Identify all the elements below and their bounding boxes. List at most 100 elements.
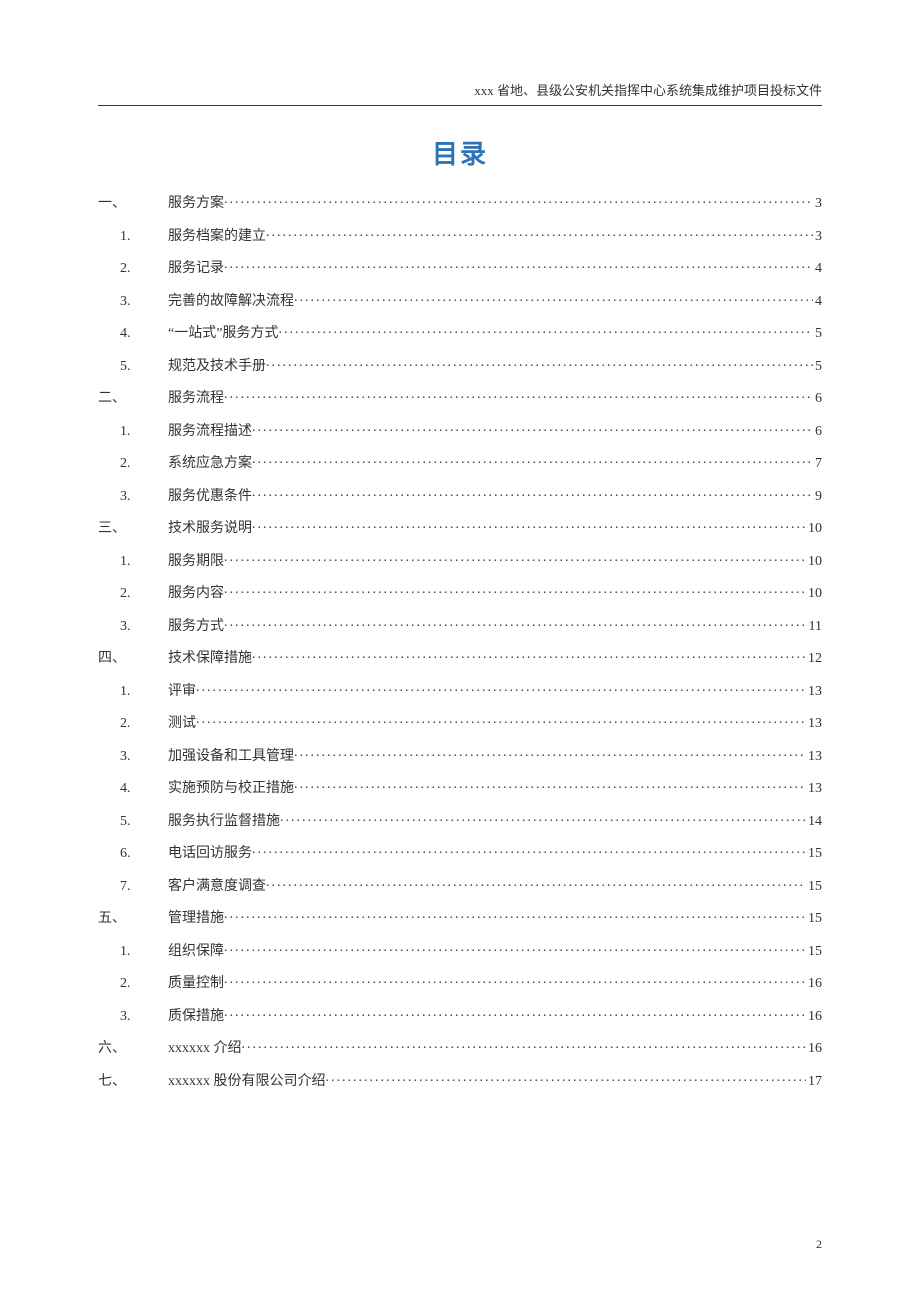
- toc-page: 15: [806, 912, 822, 926]
- toc-text: 完善的故障解决流程: [168, 295, 294, 309]
- toc-row: 1.组织保障15: [98, 941, 822, 959]
- toc-row: 1.服务流程描述 6: [98, 421, 822, 439]
- toc-row: 2.服务记录4: [98, 258, 822, 276]
- toc-number: 6.: [98, 847, 168, 861]
- toc-number: 四、: [98, 652, 168, 666]
- toc-leader-dots: [224, 258, 813, 272]
- toc-text: 评审: [168, 685, 196, 699]
- toc-text: 服务方式: [168, 620, 224, 634]
- toc-page: 16: [806, 1042, 822, 1056]
- toc-page: 4: [813, 262, 822, 276]
- toc-text: 服务流程描述: [168, 425, 252, 439]
- toc-row: 4.“一站式”服务方式5: [98, 323, 822, 341]
- toc-number: 7.: [98, 880, 168, 894]
- toc-number: 3.: [98, 295, 168, 309]
- toc-page: 5: [813, 327, 822, 341]
- toc-text: 服务执行监督措施: [168, 815, 280, 829]
- toc-page: 6: [813, 425, 822, 439]
- toc-page: 15: [806, 880, 822, 894]
- page-number: 2: [816, 1237, 822, 1252]
- toc-row: 3.加强设备和工具管理13: [98, 746, 822, 764]
- toc-number: 二、: [98, 392, 168, 406]
- toc-page: 10: [806, 587, 822, 601]
- toc-row: 2.系统应急方案7: [98, 453, 822, 471]
- toc-text: 技术服务说明: [168, 522, 252, 536]
- toc-row: 2.测试13: [98, 713, 822, 731]
- toc-number: 1.: [98, 685, 168, 699]
- toc-page: 4: [813, 295, 822, 309]
- toc-text: 服务内容: [168, 587, 224, 601]
- toc-number: 3.: [98, 1010, 168, 1024]
- toc-text: 服务档案的建立: [168, 230, 266, 244]
- toc-number: 3.: [98, 620, 168, 634]
- toc-number: 2.: [98, 717, 168, 731]
- toc-number: 3.: [98, 750, 168, 764]
- toc-number: 七、: [98, 1075, 168, 1089]
- toc-leader-dots: [252, 648, 806, 662]
- toc-row: 1.服务档案的建立 3: [98, 226, 822, 244]
- toc-leader-dots: [266, 356, 813, 370]
- toc-leader-dots: [278, 323, 813, 337]
- toc-number: 3.: [98, 490, 168, 504]
- toc-page: 16: [806, 977, 822, 991]
- toc-row: 一、服务方案3: [98, 193, 822, 211]
- toc-leader-dots: [252, 486, 813, 500]
- toc-leader-dots: [224, 388, 813, 402]
- toc-text: 服务期限: [168, 555, 224, 569]
- toc-row: 2.质量控制16: [98, 973, 822, 991]
- toc-leader-dots: [252, 421, 813, 435]
- toc-row: 二、服务流程6: [98, 388, 822, 406]
- toc-leader-dots: [294, 778, 806, 792]
- page-header: xxx 省地、县级公安机关指挥中心系统集成维护项目投标文件: [98, 80, 822, 106]
- toc-leader-dots: [280, 811, 806, 825]
- toc-row: 3.服务优惠条件9: [98, 486, 822, 504]
- toc-row: 1.评审13: [98, 681, 822, 699]
- toc-row: 3.服务方式11: [98, 616, 822, 634]
- toc-number: 三、: [98, 522, 168, 536]
- toc-page: 3: [813, 230, 822, 244]
- toc-page: 10: [806, 522, 822, 536]
- toc-page: 17: [806, 1075, 822, 1089]
- toc-row: 六、xxxxxx 介绍16: [98, 1038, 822, 1056]
- toc-leader-dots: [224, 941, 806, 955]
- toc-text: 服务优惠条件: [168, 490, 252, 504]
- toc-number: 1.: [98, 945, 168, 959]
- toc-text: 测试: [168, 717, 196, 731]
- toc-leader-dots: [252, 843, 806, 857]
- toc-leader-dots: [224, 973, 806, 987]
- toc-row: 4.实施预防与校正措施13: [98, 778, 822, 796]
- toc-row: 6.电话回访服务15: [98, 843, 822, 861]
- toc-page: 14: [806, 815, 822, 829]
- toc-leader-dots: [242, 1038, 807, 1052]
- toc-row: 七、xxxxxx 股份有限公司介绍 17: [98, 1071, 822, 1089]
- toc-row: 3.质保措施16: [98, 1006, 822, 1024]
- toc-number: 1.: [98, 230, 168, 244]
- toc-page: 3: [813, 197, 822, 211]
- toc-number: 1.: [98, 425, 168, 439]
- toc-leader-dots: [266, 876, 806, 890]
- toc-leader-dots: [294, 291, 813, 305]
- toc-row: 五、管理措施15: [98, 908, 822, 926]
- toc-page: 13: [806, 782, 822, 796]
- toc-page: 5: [813, 360, 822, 374]
- toc-leader-dots: [224, 616, 807, 630]
- toc-leader-dots: [196, 681, 806, 695]
- toc-leader-dots: [224, 1006, 806, 1020]
- toc-page: 7: [813, 457, 822, 471]
- toc-title: 目录: [98, 134, 822, 171]
- toc-leader-dots: [326, 1071, 807, 1085]
- toc-number: 5.: [98, 360, 168, 374]
- toc-text: 加强设备和工具管理: [168, 750, 294, 764]
- toc-row: 5.服务执行监督措施14: [98, 811, 822, 829]
- toc-row: 3.完善的故障解决流程 4: [98, 291, 822, 309]
- toc-page: 15: [806, 847, 822, 861]
- toc-text: 客户满意度调查: [168, 880, 266, 894]
- table-of-contents: 一、服务方案31.服务档案的建立32.服务记录43.完善的故障解决流程44.“一…: [98, 193, 822, 1089]
- toc-leader-dots: [252, 453, 813, 467]
- toc-text: 质量控制: [168, 977, 224, 991]
- toc-text: xxxxxx 股份有限公司介绍: [168, 1075, 326, 1089]
- toc-row: 7.客户满意度调查 15: [98, 876, 822, 894]
- toc-row: 5.规范及技术手册5: [98, 356, 822, 374]
- toc-text: xxxxxx 介绍: [168, 1042, 242, 1056]
- toc-number: 2.: [98, 457, 168, 471]
